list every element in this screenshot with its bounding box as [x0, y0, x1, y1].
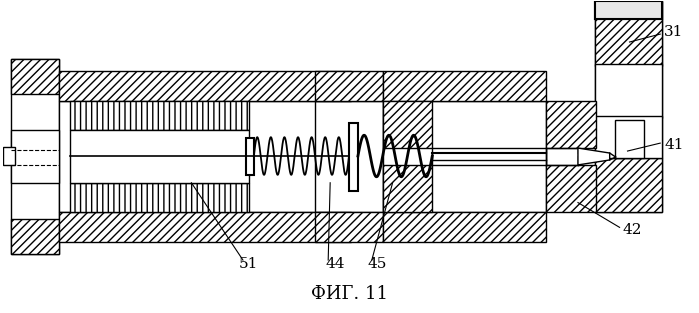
Bar — [3, 147, 15, 165]
Bar — [59, 100, 351, 213]
Bar — [546, 165, 596, 213]
Text: 42: 42 — [623, 223, 642, 237]
Bar — [59, 213, 351, 242]
Bar — [383, 100, 432, 148]
Bar — [246, 138, 254, 175]
Bar — [383, 213, 546, 242]
Bar — [11, 130, 59, 183]
Text: 41: 41 — [664, 138, 684, 152]
Bar — [614, 120, 644, 158]
Bar — [383, 71, 546, 100]
Bar — [59, 71, 351, 100]
Text: 51: 51 — [239, 257, 259, 271]
Bar — [595, 64, 662, 118]
Bar — [546, 100, 596, 148]
Text: 45: 45 — [368, 257, 387, 271]
Bar — [315, 213, 383, 242]
Bar — [71, 130, 249, 183]
Bar — [349, 123, 358, 191]
Text: 44: 44 — [325, 257, 345, 271]
Polygon shape — [578, 148, 610, 165]
Bar — [71, 100, 249, 130]
Bar — [595, 158, 662, 213]
Text: 31: 31 — [664, 25, 684, 39]
Bar — [383, 165, 432, 213]
Bar — [432, 148, 546, 165]
Bar — [315, 71, 383, 100]
Bar — [383, 100, 546, 213]
Bar — [595, 116, 662, 158]
Bar — [11, 59, 59, 254]
Bar — [595, 1, 662, 19]
Bar — [595, 1, 662, 66]
Bar — [595, 1, 662, 19]
Text: ФИГ. 11: ФИГ. 11 — [312, 285, 389, 303]
Bar — [11, 219, 59, 254]
Bar — [595, 1, 662, 213]
Bar — [71, 183, 249, 213]
Bar — [11, 59, 59, 94]
Bar — [315, 100, 383, 213]
